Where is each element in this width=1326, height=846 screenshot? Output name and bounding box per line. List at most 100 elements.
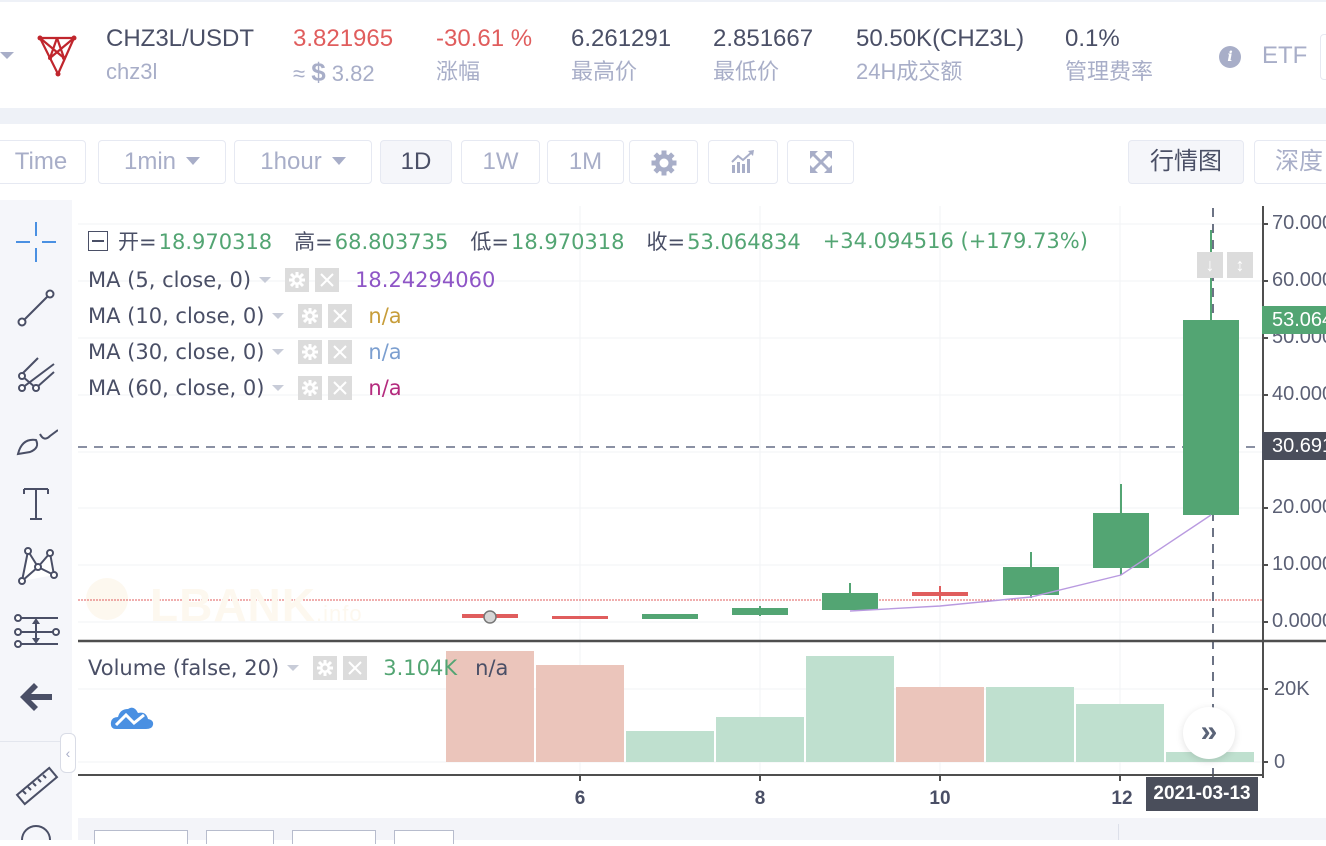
- indicator-label: MA (60, close, 0): [88, 376, 265, 400]
- drawing-toolbar: [0, 200, 72, 840]
- chevron-down-icon[interactable]: [272, 313, 285, 319]
- bottom-button[interactable]: [94, 830, 188, 844]
- section-divider: [0, 108, 1326, 124]
- indicator-value: n/a: [368, 340, 402, 364]
- interval-hour-label: 1hour: [260, 148, 322, 175]
- interval-min-dropdown[interactable]: 1min: [98, 140, 226, 184]
- indicator-settings-button[interactable]: [298, 376, 323, 400]
- gear-icon: [651, 150, 676, 176]
- chevron-down-icon: [331, 156, 346, 165]
- fee-value: 0.1%: [1065, 25, 1120, 52]
- volume-remove-button[interactable]: [343, 656, 368, 680]
- indicator-label: MA (30, close, 0): [88, 340, 265, 364]
- pitchfork-tool[interactable]: [0, 344, 72, 404]
- volume-value: 3.104K: [383, 656, 458, 680]
- collapse-toolbar-tab[interactable]: ‹: [60, 733, 76, 773]
- cloud-chart-icon[interactable]: [110, 703, 154, 731]
- chevron-down-icon[interactable]: [287, 665, 300, 671]
- text-tool[interactable]: [0, 473, 72, 533]
- indicator-settings-button[interactable]: [298, 340, 323, 364]
- settings-button[interactable]: [629, 140, 698, 184]
- change-column: -30.61 % 涨幅: [436, 24, 532, 90]
- close-icon: [333, 381, 348, 395]
- indicator-remove-button[interactable]: [328, 340, 353, 364]
- indicator-settings-button[interactable]: [285, 268, 310, 292]
- fib-retracement-tool[interactable]: [0, 602, 72, 662]
- pair-column[interactable]: CHZ3L/USDT chz3l: [106, 24, 254, 90]
- close-label: 收=: [646, 230, 686, 254]
- trend-line-tool[interactable]: [0, 278, 72, 338]
- bottom-button[interactable]: [206, 830, 274, 844]
- open-value: 18.970318: [158, 230, 273, 254]
- interval-1w-button[interactable]: 1W: [461, 140, 540, 184]
- fee-label: 管理费率: [1065, 59, 1154, 84]
- tool-divider: [0, 741, 72, 742]
- indicator-remove-button[interactable]: [328, 376, 353, 400]
- indicator-remove-button[interactable]: [315, 268, 340, 292]
- time-tick: 12: [1111, 788, 1133, 809]
- indicators-button[interactable]: [708, 140, 778, 184]
- trend-line-icon: [17, 289, 55, 327]
- time-button[interactable]: Time: [0, 140, 86, 184]
- etf-label[interactable]: ETF: [1262, 42, 1308, 69]
- pair-dropdown-caret-icon[interactable]: [0, 52, 14, 59]
- indicator-row[interactable]: MA (10, close, 0) n/a: [88, 301, 402, 331]
- candles: [462, 230, 1239, 619]
- interval-hour-dropdown[interactable]: 1hour: [234, 140, 372, 184]
- indicator-row[interactable]: MA (30, close, 0) n/a: [88, 337, 402, 367]
- chevron-down-icon[interactable]: [272, 349, 285, 355]
- close-icon: [348, 661, 362, 675]
- tab-depth-chart[interactable]: 深度: [1254, 140, 1326, 184]
- interval-1m-button[interactable]: 1M: [547, 140, 624, 184]
- price-tick: 40.0000: [1272, 383, 1326, 405]
- indicator-value: n/a: [368, 376, 402, 400]
- fullscreen-button[interactable]: [787, 140, 854, 184]
- ruler-tool[interactable]: [0, 756, 72, 816]
- time-tick: 8: [754, 788, 766, 809]
- indicator-row[interactable]: MA (60, close, 0) n/a: [88, 373, 402, 403]
- pair-symbol: chz3l: [106, 59, 158, 84]
- gear-icon: [302, 308, 319, 324]
- chevron-down-icon[interactable]: [259, 277, 272, 283]
- bottom-button[interactable]: [292, 830, 376, 844]
- back-tool[interactable]: [0, 667, 72, 727]
- chart-indicator-icon: [731, 150, 754, 173]
- pattern-tool[interactable]: [0, 535, 72, 595]
- scroll-to-latest-button[interactable]: »: [1183, 707, 1235, 759]
- chiliz-logo-icon: [37, 35, 77, 77]
- pane-resize-button[interactable]: ↕: [1227, 252, 1253, 278]
- info-icon[interactable]: i: [1219, 46, 1241, 68]
- collapse-legend-button[interactable]: [88, 231, 108, 251]
- low-column: 2.851667 最低价: [713, 24, 813, 90]
- brush-tool[interactable]: [0, 408, 72, 468]
- crosshair-tool[interactable]: [0, 212, 72, 272]
- price-column: 3.821965 ≈ $ 3.82: [293, 24, 393, 92]
- crosshair-date-tag: 2021-03-13: [1146, 777, 1258, 811]
- volume-tick: 20K: [1274, 678, 1310, 700]
- indicator-row[interactable]: MA (5, close, 0) 18.24294060: [88, 265, 495, 295]
- low-value: 18.970318: [510, 230, 625, 254]
- approx-sign: ≈: [293, 61, 306, 86]
- volume-settings-button[interactable]: [313, 656, 338, 680]
- crosshair-price-tag: 30.6911: [1262, 432, 1326, 460]
- gear-icon: [317, 660, 334, 676]
- circle-tool[interactable]: [0, 816, 72, 846]
- indicator-value: 18.24294060: [355, 268, 496, 292]
- brush-icon: [16, 429, 58, 456]
- volume-column: 50.50K(CHZ3L) 24H成交额: [856, 24, 1024, 90]
- indicator-settings-button[interactable]: [298, 304, 323, 328]
- volume-label: Volume (false, 20): [88, 656, 280, 680]
- indicator-remove-button[interactable]: [328, 304, 353, 328]
- volume-tick: 0: [1274, 751, 1286, 773]
- low-value: 2.851667: [713, 25, 814, 52]
- chevron-down-icon[interactable]: [272, 385, 285, 391]
- header-right-edge-button[interactable]: [1320, 34, 1326, 80]
- bottom-button[interactable]: [394, 830, 454, 844]
- pane-move-down-button[interactable]: ↓: [1197, 252, 1223, 278]
- fib-retracement-icon: [14, 614, 60, 648]
- interval-1d-button[interactable]: 1D: [380, 140, 452, 184]
- volume-legend[interactable]: Volume (false, 20) 3.104K n/a: [88, 652, 508, 684]
- tab-market-chart[interactable]: 行情图: [1128, 140, 1244, 184]
- gear-icon: [302, 380, 319, 396]
